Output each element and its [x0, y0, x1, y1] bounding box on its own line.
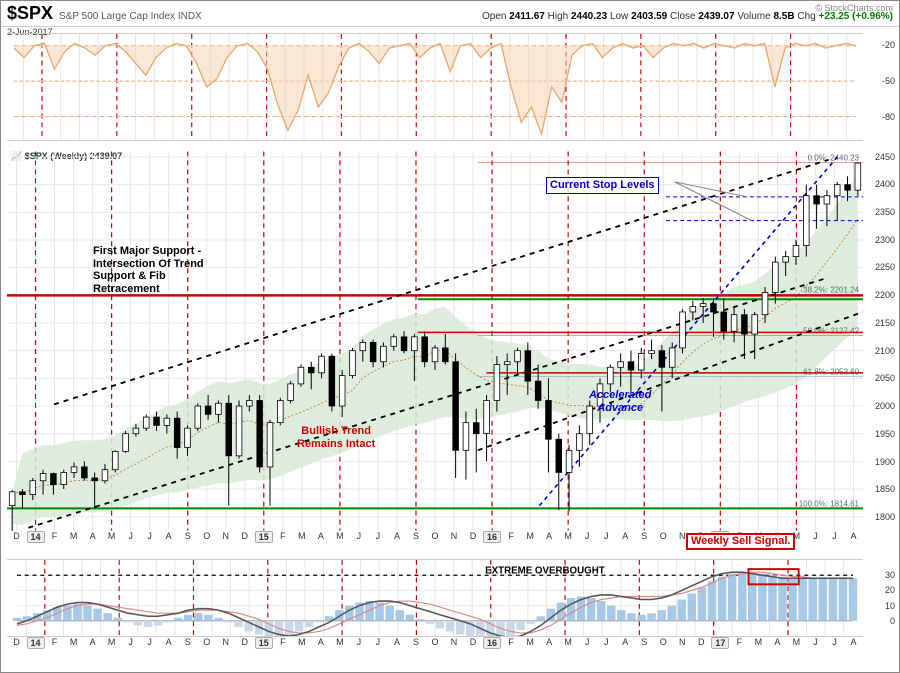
indicator-panel: EXTREME OVERBOUGHT: [7, 559, 863, 637]
stock-chart: © StockCharts.com $SPX S&P 500 Large Cap…: [0, 0, 900, 673]
svg-text:0.0%: 2440.23: 0.0%: 2440.23: [808, 153, 860, 162]
y-axis-main: 1800185019001950200020502100215022002250…: [865, 151, 897, 531]
y-axis-top: -20-50-80: [865, 33, 897, 141]
annotation-bullish: Bullish Trend Remains Intact: [297, 425, 375, 450]
svg-text:61.8%: 2053.60: 61.8%: 2053.60: [803, 367, 859, 376]
annotation-stop-levels: Current Stop Levels: [546, 177, 659, 194]
svg-text:38.2%: 2201.24: 38.2%: 2201.24: [803, 286, 859, 295]
svg-text:50.0%: 2127.42: 50.0%: 2127.42: [803, 327, 859, 336]
x-axis-lower: D14FMAMJJASOND15FMAMJJASOND16FMAMJJASOND…: [7, 637, 863, 653]
watermark: © StockCharts.com: [815, 3, 893, 13]
annotation-weekly-sell: Weekly Sell Signal.: [686, 533, 795, 550]
ticker-symbol: $SPX: [7, 3, 53, 24]
oscillator-panel: [7, 33, 863, 141]
svg-text:100.0%: 1814.61: 100.0%: 1814.61: [799, 500, 860, 509]
annotation-accelerated: Accelerated Advance: [589, 389, 651, 414]
chart-header: $SPX S&P 500 Large Cap Index INDX Open 2…: [1, 1, 899, 27]
price-panel: 0.0%: 2440.23 38.2%: 2201.24 50.0%: 2127.4…: [7, 151, 863, 531]
annotation-first-support: First Major Support - Intersection Of Tr…: [93, 245, 204, 296]
y-axis-bottom: 0102030: [865, 559, 897, 637]
ticker-description: S&P 500 Large Cap Index INDX: [59, 11, 202, 22]
svg-text:EXTREME OVERBOUGHT: EXTREME OVERBOUGHT: [485, 565, 605, 576]
